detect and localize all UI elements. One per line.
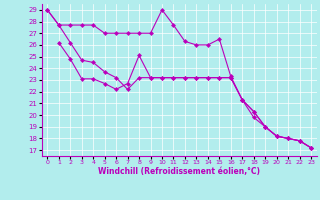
X-axis label: Windchill (Refroidissement éolien,°C): Windchill (Refroidissement éolien,°C) bbox=[98, 167, 260, 176]
